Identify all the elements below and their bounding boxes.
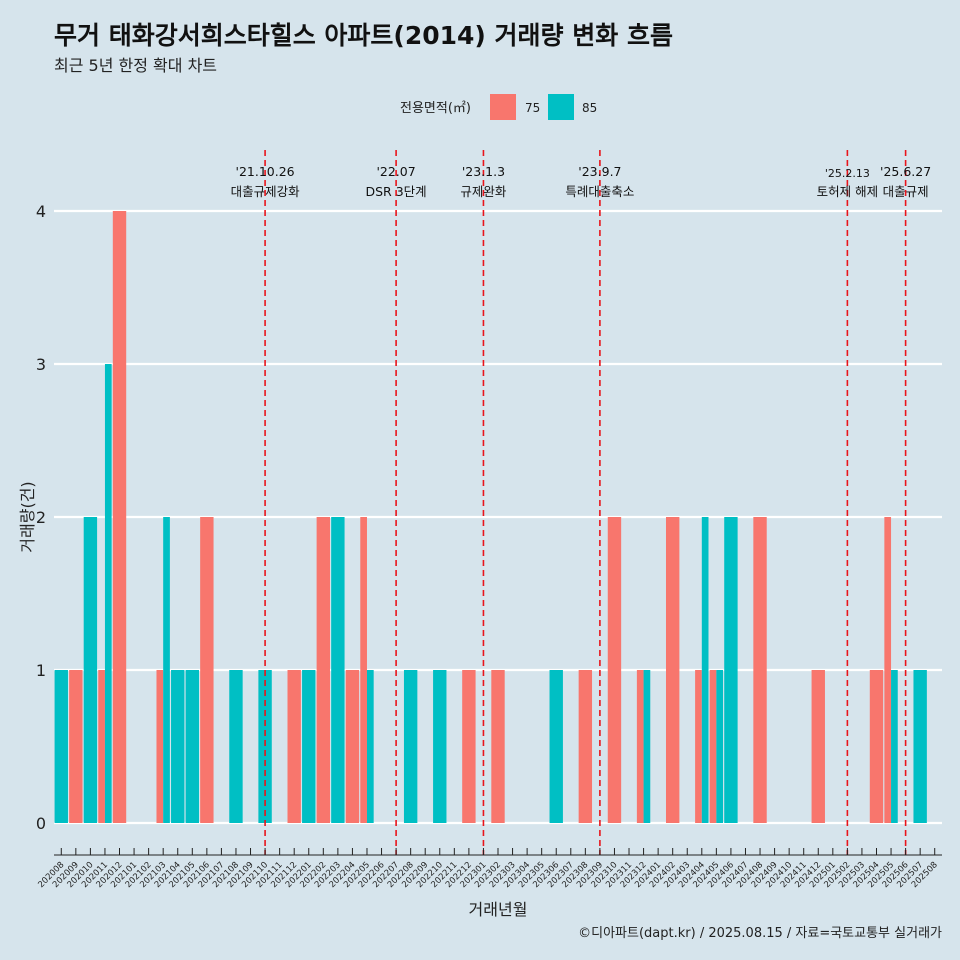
bar-75-202504	[869, 670, 884, 823]
event-label-202110: 대출규제강화	[231, 184, 301, 199]
y-tick-label-2: 2	[36, 508, 46, 527]
bar-75-202011	[98, 670, 105, 823]
chart-subtitle: 최근 5년 한정 확대 차트	[54, 56, 218, 75]
source-caption: ©디아파트(dapt.kr) / 2025.08.15 / 자료=국토교통부 실…	[578, 926, 942, 941]
bar-85-202203	[331, 517, 345, 823]
y-tick-label-3: 3	[36, 355, 46, 374]
y-axis-label: 거래량(건)	[18, 481, 37, 552]
bar-75-202204	[345, 670, 360, 823]
bar-85-202505	[891, 670, 898, 823]
bar-75-202310	[607, 517, 622, 823]
event-label-202301: 규제완화	[460, 184, 507, 199]
bar-75-202408	[753, 517, 767, 823]
event-date-202207: '22.07	[376, 164, 415, 179]
event-date-202309: '23.9.7	[578, 164, 621, 179]
bar-85-202103	[163, 517, 170, 823]
bar-75-202205	[360, 517, 367, 823]
bar-85-202104	[171, 670, 185, 823]
legend-label-75: 75	[525, 101, 540, 115]
bar-85-202008	[54, 670, 68, 823]
bar-75-202402	[665, 517, 680, 823]
bar-85-202201	[302, 670, 316, 823]
event-date-202506: '25.6.27	[880, 164, 931, 179]
legend-swatch-85	[548, 94, 574, 120]
bar-85-202205	[366, 670, 374, 823]
bar-85-202105	[185, 670, 199, 823]
bar-75-202302	[491, 670, 505, 823]
event-label-202207: DSR 3단계	[366, 184, 427, 199]
bar-85-202108	[229, 670, 243, 823]
legend-title: 전용면적(㎡)	[400, 101, 471, 116]
x-axis-label: 거래년월	[469, 900, 528, 919]
bar-75-202012	[112, 211, 127, 823]
bar-85-202406	[724, 517, 738, 823]
bar-85-202404	[701, 517, 709, 823]
bar-75-202404	[695, 670, 702, 823]
bar-75-202308	[578, 670, 593, 823]
bars	[54, 211, 927, 823]
bar-85-202312	[643, 670, 651, 823]
bar-85-202208	[403, 670, 418, 823]
bar-75-202505	[884, 517, 892, 823]
bar-85-202507	[913, 670, 927, 823]
bar-75-202009	[69, 670, 83, 823]
bar-75-202312	[636, 670, 644, 823]
bar-75-202212	[462, 670, 476, 823]
bar-85-202110	[258, 670, 272, 823]
legend-label-85: 85	[582, 101, 597, 115]
event-date-202301: '23.1.3	[462, 164, 505, 179]
chart-title: 무거 태화강서희스타힐스 아파트(2014) 거래량 변화 흐름	[54, 21, 673, 50]
legend-swatch-75	[490, 94, 516, 120]
bar-85-202010	[83, 517, 98, 823]
y-tick-label-1: 1	[36, 661, 46, 680]
legend: 전용면적(㎡) 75 85	[400, 94, 597, 120]
bar-75-202405	[709, 670, 717, 823]
bar-85-202011	[104, 364, 112, 823]
bar-85-202210	[433, 670, 447, 823]
event-date-202502: '25.2.13	[825, 167, 870, 180]
bar-85-202405	[716, 670, 724, 823]
bar-75-202202	[316, 517, 331, 823]
axes: 0123420200820200920201020201120201220210…	[36, 202, 942, 890]
bar-75-202112	[287, 670, 301, 823]
y-tick-label-0: 0	[36, 814, 46, 833]
event-markers: '21.10.26 대출규제강화 '22.07 DSR 3단계 '23.1.3 규제완화 '…	[231, 150, 931, 855]
bar-75-202103	[156, 670, 164, 823]
event-label-202502: 토허제 해제	[817, 184, 878, 199]
event-label-202506: 대출규제	[883, 184, 929, 199]
bar-85-202306	[549, 670, 563, 823]
event-label-202309: 특례대출축소	[565, 184, 634, 199]
bar-75-202106	[200, 517, 214, 823]
event-date-202110: '21.10.26	[236, 164, 295, 179]
y-tick-label-4: 4	[36, 202, 46, 221]
bar-75-202412	[811, 670, 825, 823]
